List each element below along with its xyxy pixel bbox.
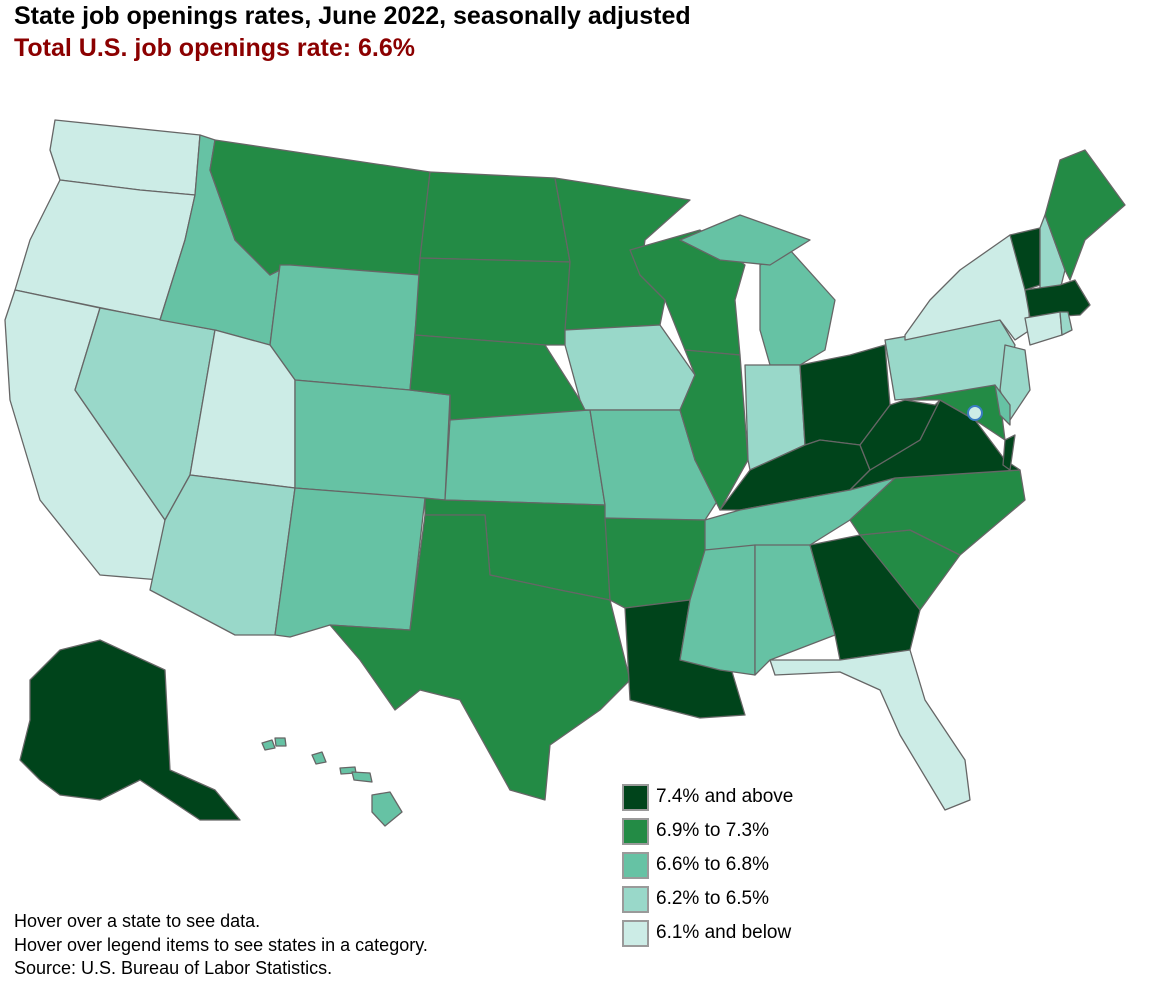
state-shape[interactable]	[311, 751, 327, 765]
legend-label: 6.1% and below	[656, 922, 792, 943]
state-wv[interactable]	[859, 399, 941, 471]
legend-label: 6.6% to 6.8%	[656, 854, 770, 875]
state-me[interactable]	[1044, 149, 1126, 281]
legend-swatch	[622, 817, 649, 845]
chart-title: State job openings rates, June 2022, sea…	[14, 2, 691, 30]
state-shape[interactable]	[1024, 311, 1063, 346]
state-shape[interactable]	[1039, 214, 1066, 291]
state-shape[interactable]	[859, 399, 941, 471]
state-il[interactable]	[679, 349, 749, 511]
legend: 7.4% and above 6.9% to 7.3% 6.6% to 6.8%…	[622, 780, 793, 950]
legend-swatch	[622, 919, 649, 947]
state-fl[interactable]	[769, 649, 971, 811]
state-shape[interactable]	[269, 264, 421, 391]
state-shape[interactable]	[274, 487, 426, 638]
state-shape[interactable]	[904, 234, 1031, 341]
state-nh[interactable]	[1039, 214, 1066, 291]
state-shape[interactable]	[564, 324, 696, 411]
legend-item-6-1-and-below[interactable]: 6.1% and below	[622, 916, 793, 950]
legend-swatch	[622, 783, 649, 811]
legend-label: 7.4% and above	[656, 786, 794, 807]
legend-item-6-9-to-7-3[interactable]: 6.9% to 7.3%	[622, 814, 793, 848]
note-hover-state: Hover over a state to see data.	[14, 911, 261, 931]
state-ct[interactable]	[1024, 311, 1063, 346]
state-ri[interactable]	[1059, 311, 1073, 336]
state-ks[interactable]	[444, 409, 606, 506]
state-shape[interactable]	[759, 249, 836, 366]
state-shape[interactable]	[371, 791, 403, 827]
state-sd[interactable]	[414, 257, 571, 346]
state-co[interactable]	[294, 379, 451, 501]
legend-swatch	[622, 851, 649, 879]
state-shape[interactable]	[419, 171, 571, 263]
state-shape[interactable]	[329, 514, 631, 801]
state-hi[interactable]	[261, 737, 403, 827]
state-wy[interactable]	[269, 264, 421, 391]
chart-subtitle: Total U.S. job openings rate: 6.6%	[14, 34, 415, 62]
state-de[interactable]	[994, 384, 1011, 426]
state-shape[interactable]	[444, 409, 606, 506]
state-shape[interactable]	[274, 737, 287, 747]
state-shape[interactable]	[679, 214, 811, 266]
legend-swatch	[622, 885, 649, 913]
state-shape[interactable]	[19, 639, 241, 821]
state-shape[interactable]	[1002, 434, 1016, 471]
state-ak[interactable]	[19, 639, 241, 821]
notes: Hover over a state to see data. Hover ov…	[14, 910, 428, 981]
state-ia[interactable]	[564, 324, 696, 411]
state-shape[interactable]	[679, 349, 749, 511]
state-shape[interactable]	[1059, 311, 1073, 336]
legend-label: 6.2% to 6.5%	[656, 888, 770, 909]
state-shape[interactable]	[1044, 149, 1126, 281]
legend-item-6-2-to-6-5[interactable]: 6.2% to 6.5%	[622, 882, 793, 916]
note-hover-legend: Hover over legend items to see states in…	[14, 934, 428, 955]
state-nm[interactable]	[274, 487, 426, 638]
state-shape[interactable]	[414, 257, 571, 346]
state-ny[interactable]	[904, 234, 1031, 341]
state-shape[interactable]	[294, 379, 451, 501]
source-note: Source: U.S. Bureau of Labor Statistics.	[14, 958, 333, 978]
state-al[interactable]	[754, 544, 836, 676]
state-dc[interactable]	[967, 405, 983, 421]
state-shape[interactable]	[351, 771, 373, 783]
state-nd[interactable]	[419, 171, 571, 263]
state-shape[interactable]	[994, 384, 1011, 426]
state-tx[interactable]	[329, 514, 631, 801]
legend-label: 6.9% to 7.3%	[656, 820, 770, 841]
state-shape[interactable]	[261, 739, 276, 751]
state-shape[interactable]	[754, 544, 836, 676]
legend-item-7-4-and-above[interactable]: 7.4% and above	[622, 780, 793, 814]
state-shape[interactable]	[769, 649, 971, 811]
legend-item-6-6-to-6-8[interactable]: 6.6% to 6.8%	[622, 848, 793, 882]
state-mi[interactable]	[679, 214, 836, 366]
